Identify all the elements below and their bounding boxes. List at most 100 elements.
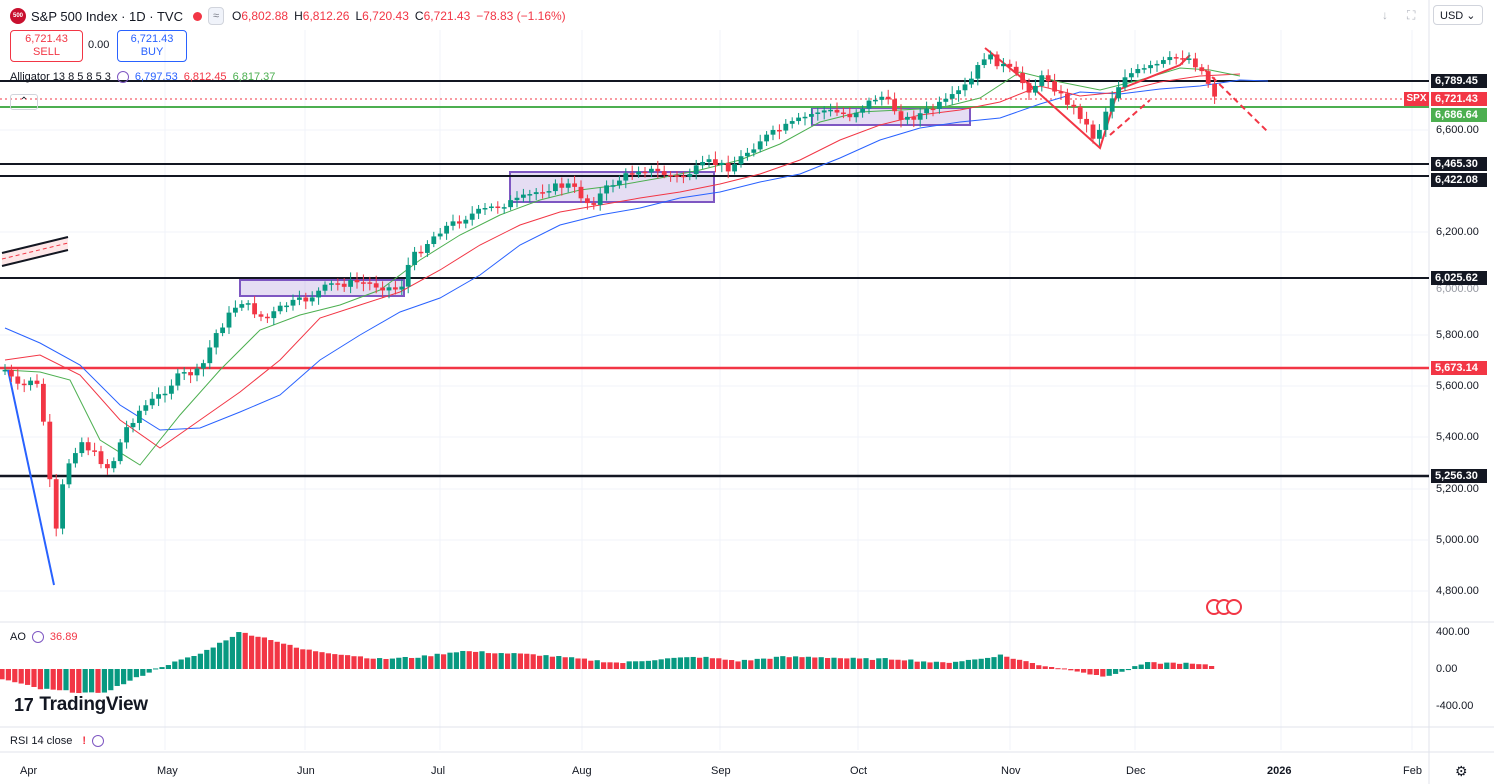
tradingview-logo[interactable]: 17 TradingView	[14, 694, 148, 715]
candle	[1020, 72, 1025, 84]
alligator-lips-value: 6,817.37	[232, 71, 276, 83]
ao-bar	[370, 658, 376, 669]
ao-bar	[1138, 664, 1144, 669]
ao-bar	[793, 656, 799, 669]
candle	[220, 327, 225, 334]
compare-pill[interactable]: ≈	[207, 7, 225, 25]
gear-icon[interactable]: ⚙	[1455, 763, 1468, 779]
ao-bar	[1183, 662, 1189, 669]
refresh-icon[interactable]	[92, 735, 105, 747]
fullscreen-icon[interactable]: ⛶	[1407, 8, 1416, 22]
ao-bar	[658, 659, 664, 669]
buy-price: 6,721.43	[130, 33, 174, 45]
candle	[988, 54, 993, 60]
ohlc-close: C6,721.43	[414, 9, 471, 23]
candle	[233, 307, 238, 313]
download-icon[interactable]: ↓	[1382, 8, 1388, 22]
candle	[533, 192, 539, 195]
ao-bar	[594, 660, 600, 669]
ao-bar	[863, 658, 869, 669]
ao-bar	[485, 653, 491, 669]
ao-bar	[754, 658, 760, 669]
ao-bar	[223, 640, 229, 669]
ao-bar	[825, 658, 831, 669]
candle	[290, 299, 296, 306]
ao-bar	[108, 669, 114, 691]
ao-bar	[447, 652, 453, 669]
candle	[687, 174, 693, 177]
candle	[1077, 106, 1083, 119]
spread-value: 0.00	[88, 39, 110, 51]
zone-box-june	[239, 279, 405, 297]
candle	[597, 193, 603, 205]
ao-bar	[1074, 669, 1080, 672]
candle	[1154, 63, 1160, 66]
ao-bar	[69, 669, 75, 693]
candle	[175, 373, 181, 386]
ao-legend[interactable]: AO 36.89	[10, 631, 77, 643]
alligator-legend[interactable]: Alligator 13 8 5 8 5 3 6,797.53 6,812.45…	[10, 71, 275, 83]
candle	[1167, 57, 1173, 61]
event-markers[interactable]	[1206, 599, 1242, 615]
ao-bar	[396, 657, 402, 669]
ao-bar	[665, 658, 671, 669]
buy-button[interactable]: 6,721.43 BUY	[117, 30, 187, 62]
price-tick: 4,800.00	[1436, 585, 1479, 597]
ao-bar	[140, 669, 146, 676]
candle	[265, 316, 270, 319]
candle	[1116, 87, 1121, 99]
ao-bar	[620, 663, 626, 669]
collapse-legend-button[interactable]: ⌃	[10, 94, 38, 110]
candle	[412, 251, 417, 265]
candle	[905, 116, 910, 120]
refresh-icon[interactable]	[116, 71, 129, 83]
symbol-title[interactable]: S&P 500 Index · 1D · TVC	[31, 8, 183, 24]
buy-label: BUY	[140, 46, 164, 58]
ohlc-change: −78.83 (−1.16%)	[476, 9, 566, 23]
candle	[431, 236, 437, 245]
candle	[162, 393, 168, 396]
ao-bar	[677, 657, 683, 669]
currency-selector[interactable]: USD ⌄	[1433, 5, 1483, 25]
ao-bar	[965, 659, 971, 669]
candle	[770, 129, 776, 135]
ao-bar	[82, 669, 88, 693]
sell-button[interactable]: 6,721.43 SELL	[10, 30, 83, 62]
candle	[117, 442, 123, 462]
ao-bar	[780, 656, 786, 669]
ao-bar	[1068, 669, 1074, 671]
candle	[1007, 63, 1013, 67]
ao-bar	[869, 659, 875, 669]
candle	[1090, 124, 1096, 139]
ao-bar	[652, 660, 658, 669]
candle	[1103, 111, 1109, 130]
candle	[105, 464, 110, 469]
us-flag-icon[interactable]	[1226, 599, 1242, 615]
candle	[738, 156, 744, 165]
ao-bar	[332, 654, 338, 669]
candle	[981, 59, 987, 66]
ohlc-low: L6,720.43	[355, 9, 409, 23]
ao-bar	[549, 656, 555, 669]
ao-bar	[613, 662, 619, 669]
candle	[578, 186, 584, 199]
rsi-legend[interactable]: RSI 14 close !	[10, 735, 110, 747]
ao-bar	[729, 660, 735, 669]
ao-bar	[684, 657, 690, 669]
refresh-icon[interactable]	[31, 631, 44, 643]
candle	[565, 183, 571, 188]
time-tick: Feb	[1403, 765, 1422, 777]
candle	[1058, 91, 1064, 94]
candle	[610, 185, 616, 187]
ao-bar	[434, 653, 440, 669]
candle	[668, 174, 673, 177]
ao-bar	[114, 669, 120, 686]
ao-bar	[165, 665, 171, 669]
ao-bar	[972, 659, 978, 669]
time-tick: Jun	[297, 765, 315, 777]
price-tick: 5,000.00	[1436, 534, 1479, 546]
alligator-lips-line	[4, 67, 1241, 466]
candle	[617, 180, 622, 186]
candle	[495, 206, 501, 209]
